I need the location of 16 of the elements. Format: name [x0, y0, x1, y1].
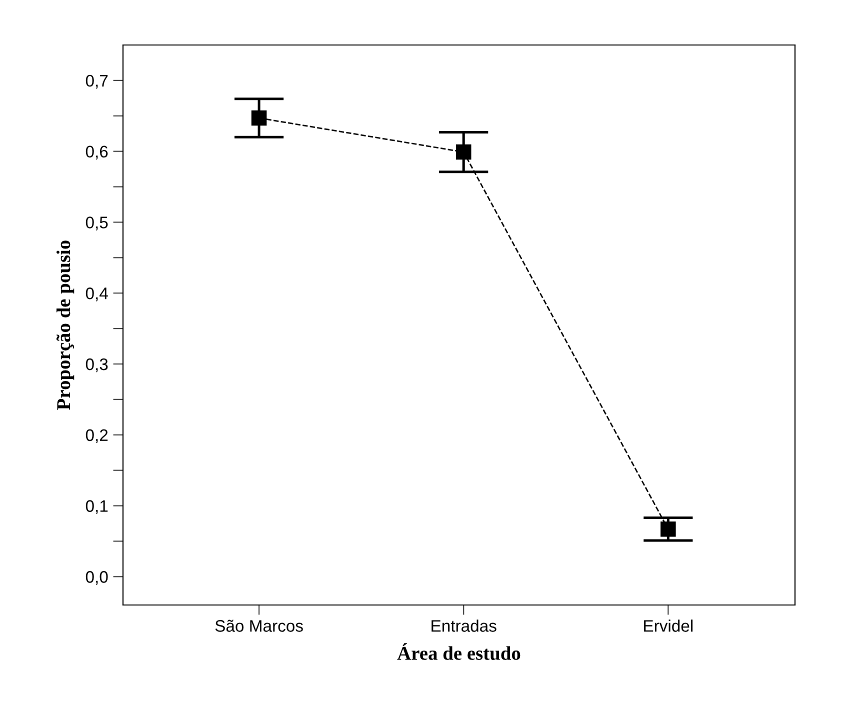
x-tick-label: São Marcos	[215, 620, 303, 632]
y-tick-label: 0,5	[86, 216, 108, 230]
point	[456, 144, 472, 160]
y-tick-label: 0,4	[86, 288, 108, 302]
y-tick-label: 0,2	[86, 429, 108, 444]
point	[660, 522, 676, 537]
y-tick-label: 0,7	[86, 74, 108, 89]
x-axis-title: Área de estudo	[397, 643, 520, 660]
x-tick-label: Entradas	[432, 620, 496, 632]
y-tick-label: 0,6	[86, 146, 108, 160]
x-tick-label: Ervidel	[644, 620, 693, 632]
y-tick-label: 0,3	[86, 358, 108, 372]
y-tick-label: 0,1	[86, 500, 108, 514]
y-tick-label: 0,0	[86, 571, 108, 585]
point	[251, 110, 267, 126]
y-axis-title: Proporção de pousio	[56, 240, 74, 410]
